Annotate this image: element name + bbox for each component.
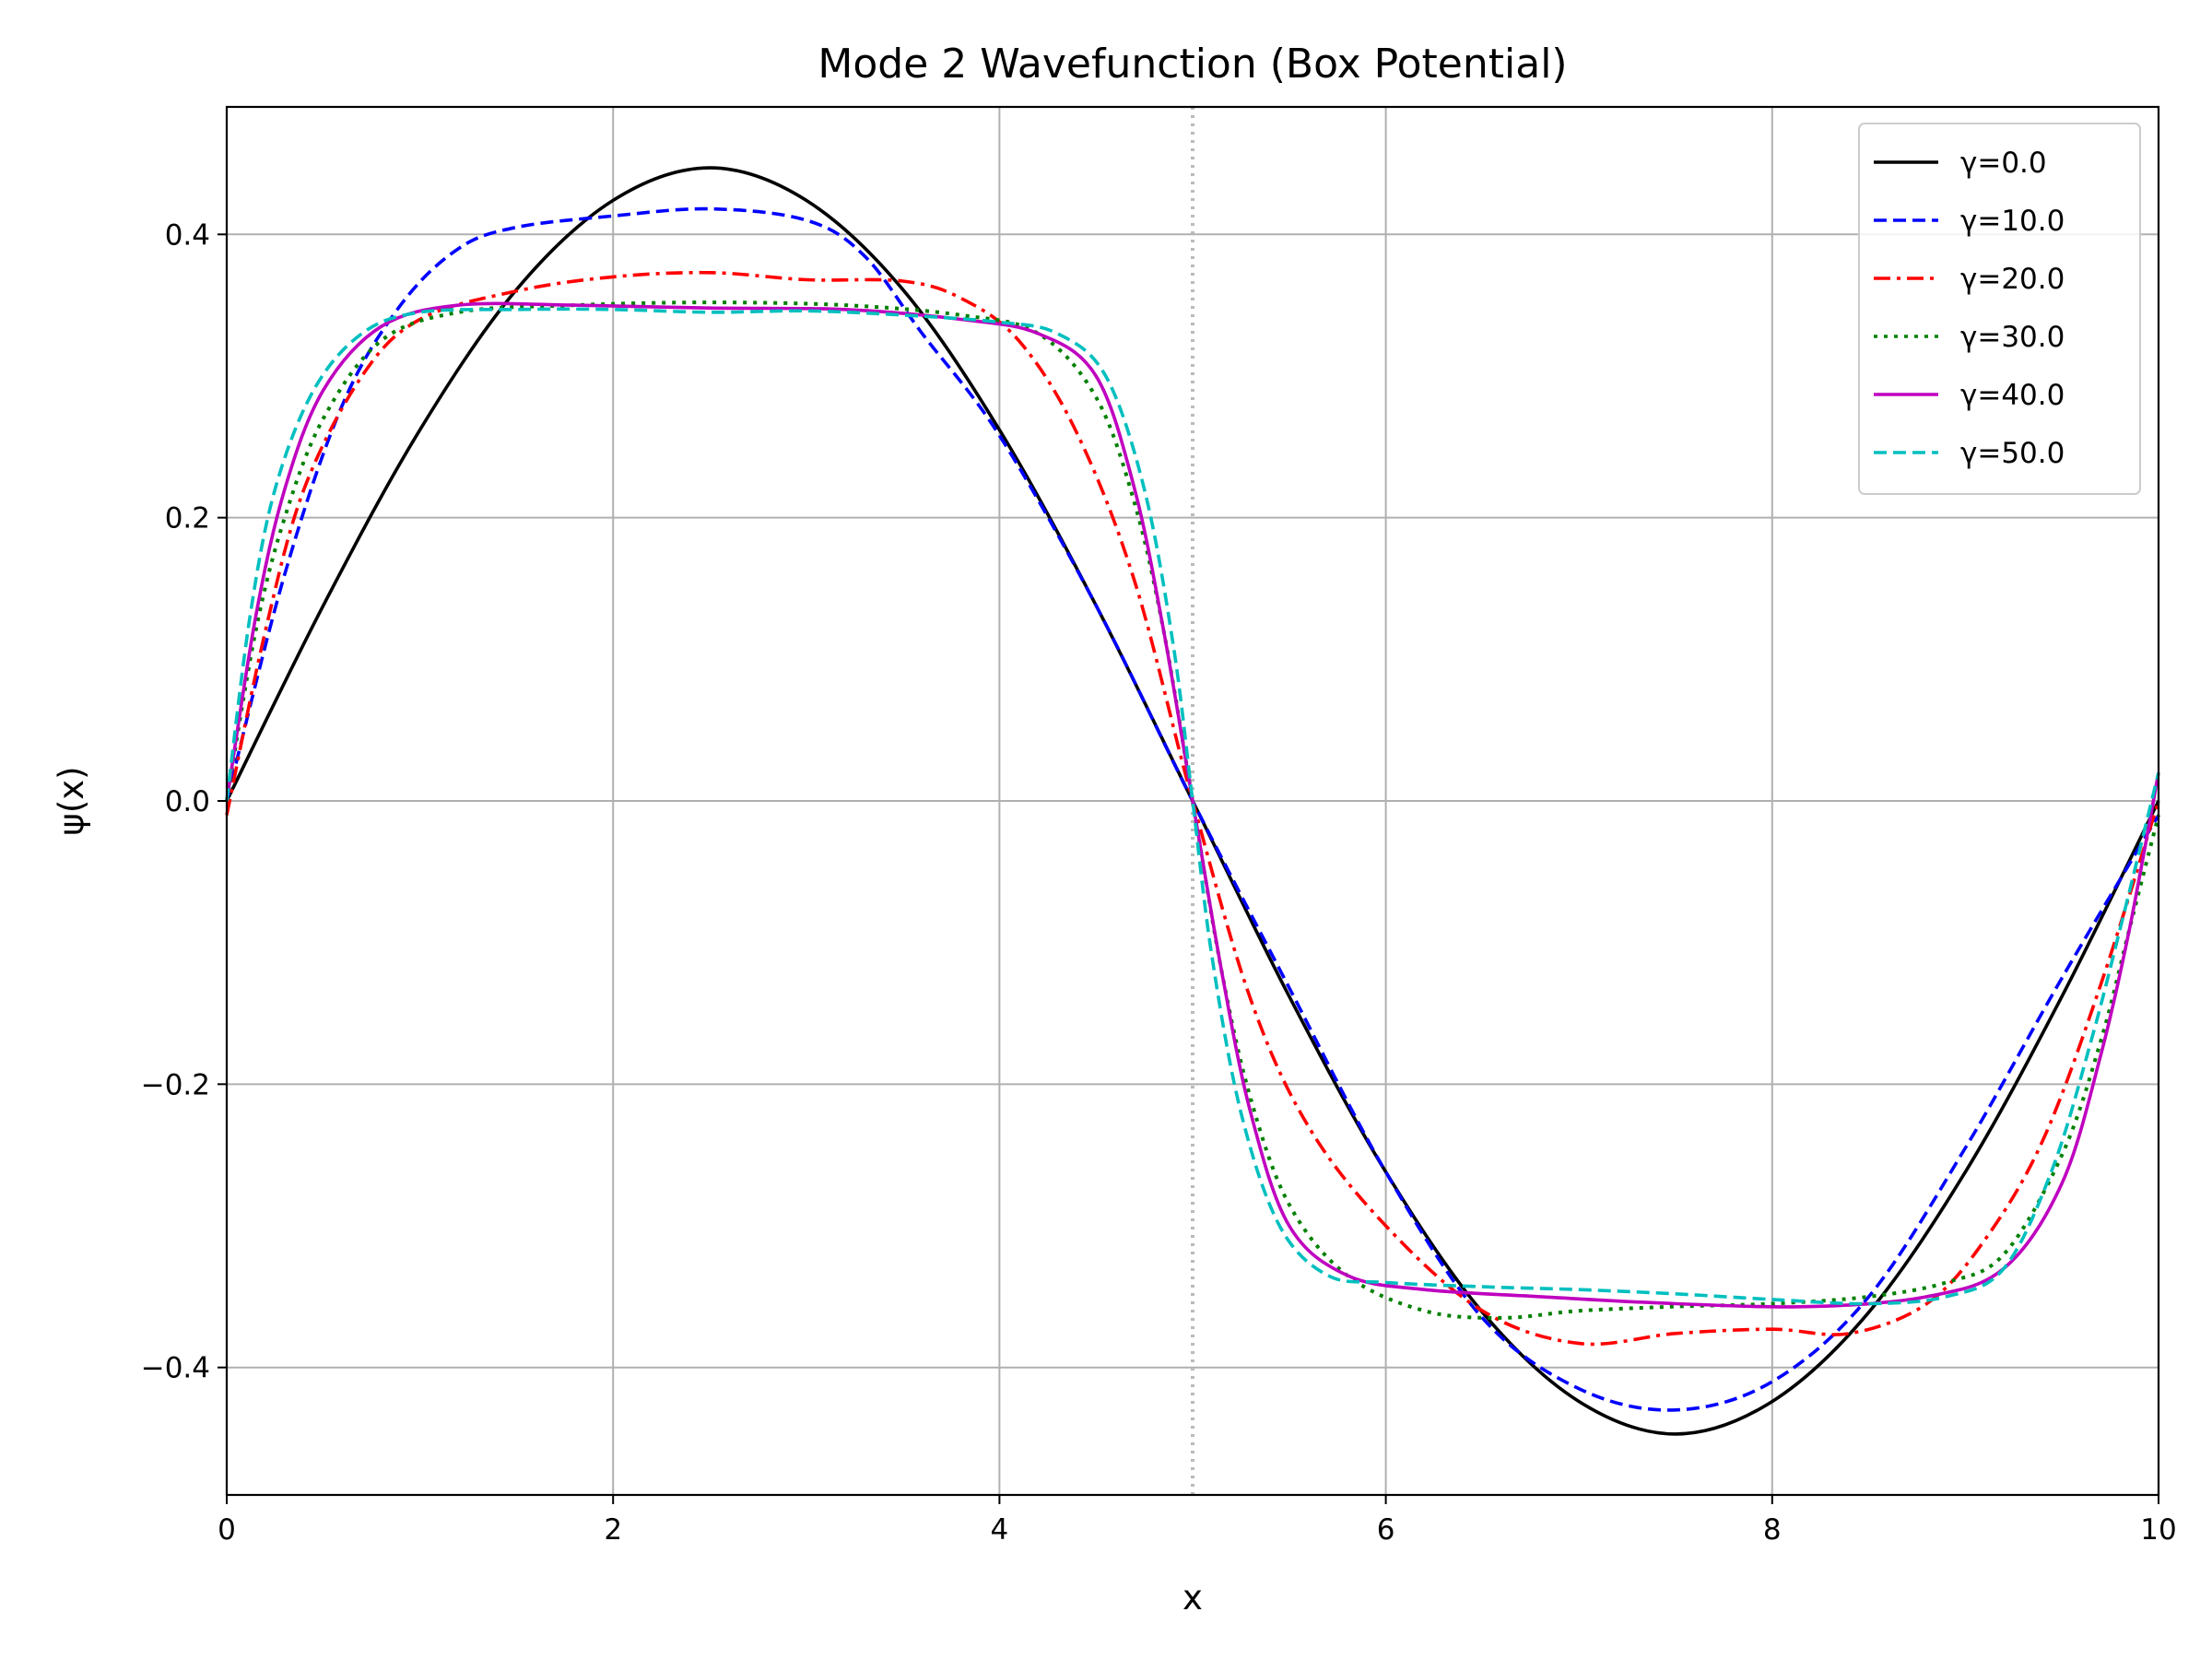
y-axis-label: ψ(x) [52, 766, 91, 835]
axis-ticks: 0 2 4 6 8 10 −0.4 −0.2 0.0 0.2 0.4 [141, 218, 2177, 1547]
y-tick-label: 0.2 [165, 502, 210, 535]
chart-title: Mode 2 Wavefunction (Box Potential) [818, 41, 1567, 88]
y-tick-label: −0.4 [141, 1352, 210, 1385]
x-tick-label: 0 [218, 1513, 236, 1547]
x-axis-label: x [1182, 1578, 1203, 1618]
series-layer [225, 166, 2160, 1436]
legend-label-2: γ=20.0 [1960, 263, 2065, 296]
x-tick-label: 8 [1763, 1513, 1782, 1547]
legend-label-4: γ=40.0 [1960, 379, 2065, 412]
x-tick-label: 4 [991, 1513, 1009, 1547]
x-tick-label: 10 [2140, 1513, 2176, 1547]
legend-label-3: γ=30.0 [1960, 321, 2065, 354]
legend-box [1858, 123, 2141, 495]
series-line-1 [225, 206, 2160, 1412]
grid [226, 107, 2159, 1495]
y-tick-label: −0.2 [141, 1068, 210, 1101]
legend-label-1: γ=10.0 [1960, 205, 2065, 238]
y-tick-label: 0.4 [165, 218, 210, 252]
legend-label-5: γ=50.0 [1960, 437, 2065, 470]
y-tick-label: 0.0 [165, 785, 210, 818]
legend-label-0: γ=0.0 [1960, 147, 2047, 180]
legend: γ=0.0 γ=10.0 γ=20.0 γ=30.0 γ=40.0 γ=50.0 [1858, 123, 2141, 495]
x-tick-label: 2 [604, 1513, 622, 1547]
series-line-5 [225, 307, 2160, 1306]
x-tick-label: 6 [1377, 1513, 1395, 1547]
series-line-4 [225, 301, 2160, 1309]
